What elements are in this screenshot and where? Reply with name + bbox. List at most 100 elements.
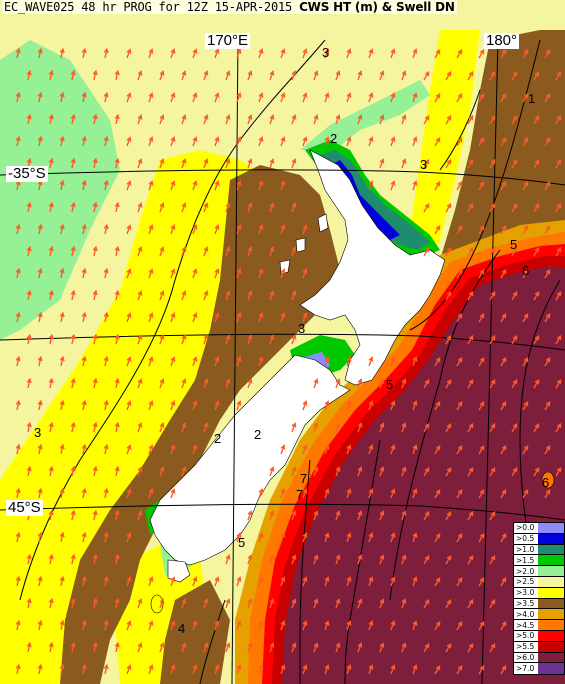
swell-arrow	[412, 401, 417, 411]
swell-arrow-head	[501, 444, 507, 451]
swell-arrow	[60, 225, 64, 235]
swell-arrow	[511, 71, 518, 81]
swell-arrow	[104, 225, 108, 235]
legend-swatch	[538, 555, 564, 566]
swell-arrow	[247, 335, 252, 345]
swell-arrow-head	[424, 202, 430, 209]
swell-arrow-head	[335, 466, 341, 472]
swell-arrow-head	[59, 575, 65, 582]
swell-arrow	[104, 577, 108, 587]
swell-arrow-head	[302, 312, 308, 318]
swell-arrow	[258, 93, 263, 103]
swell-arrow-head	[335, 70, 341, 76]
swell-arrow	[522, 181, 529, 191]
swell-arrow	[544, 313, 551, 323]
swell-arrow	[71, 247, 75, 257]
swell-arrow-head	[247, 378, 253, 384]
swell-arrow	[522, 313, 529, 323]
swell-arrow-head	[269, 554, 275, 560]
swell-arrow	[60, 577, 64, 587]
swell-arrow	[82, 181, 86, 191]
swell-arrow	[27, 555, 31, 565]
swell-arrow	[401, 379, 406, 389]
swell-arrow	[71, 379, 75, 389]
swell-arrow	[49, 71, 53, 81]
swell-arrow-head	[357, 510, 363, 516]
swell-arrow-head	[490, 158, 496, 165]
swell-arrow	[148, 269, 153, 279]
swell-arrow-head	[346, 576, 352, 582]
swell-arrow	[126, 665, 131, 675]
swell-arrow	[291, 467, 296, 477]
swell-arrow	[71, 511, 75, 521]
swell-arrow	[247, 379, 252, 389]
swell-arrow	[390, 401, 395, 411]
swell-arrow	[148, 445, 153, 455]
swell-arrow-head	[214, 400, 220, 406]
swell-arrow	[104, 93, 108, 103]
swell-arrow	[104, 489, 108, 499]
swell-arrow	[313, 379, 318, 389]
swell-arrow	[467, 115, 474, 125]
swell-arrow	[445, 643, 452, 653]
swell-arrow	[258, 533, 263, 543]
swell-arrow-head	[280, 532, 286, 538]
swell-arrow	[170, 93, 175, 103]
swell-arrow	[401, 555, 406, 565]
swell-arrow-head	[236, 312, 242, 318]
swell-arrow-head	[81, 223, 87, 230]
legend-label: >3.5	[514, 598, 538, 609]
swell-arrow	[456, 357, 463, 367]
swell-arrow-head	[103, 531, 109, 538]
swell-arrow	[148, 225, 153, 235]
swell-arrow-head	[203, 158, 209, 164]
swell-arrow-head	[291, 290, 297, 296]
swell-arrow	[500, 621, 507, 631]
swell-arrow-head	[15, 399, 21, 406]
swell-arrow-head	[170, 48, 176, 54]
swell-arrow	[335, 599, 340, 609]
swell-arrow	[126, 137, 131, 147]
swell-arrow-head	[556, 202, 562, 209]
swell-arrow-head	[214, 576, 220, 582]
swell-arrow-head	[534, 422, 540, 429]
swell-arrow	[368, 181, 373, 191]
swell-arrow-head	[457, 48, 463, 55]
swell-arrow	[313, 599, 318, 609]
swell-arrow-head	[114, 157, 120, 164]
swell-arrow	[258, 357, 263, 367]
swell-arrow-head	[390, 444, 396, 450]
swell-arrow	[357, 599, 362, 609]
legend-entry: >5.5	[514, 641, 564, 653]
swell-arrow-head	[280, 180, 286, 186]
swell-arrow	[181, 247, 186, 257]
swell-arrow-head	[346, 444, 352, 450]
swell-arrow-head	[446, 422, 452, 429]
swell-arrow	[203, 71, 208, 81]
swell-arrow	[258, 313, 263, 323]
swell-arrow	[467, 555, 474, 565]
swell-arrow	[137, 643, 142, 653]
swell-arrow	[225, 335, 230, 345]
swell-arrow	[324, 621, 329, 631]
swell-arrow-head	[148, 400, 154, 406]
swell-arrow	[445, 203, 452, 213]
swell-arrow	[335, 423, 340, 433]
swell-arrow-head	[556, 290, 562, 297]
swell-arrow	[181, 335, 186, 345]
swell-arrow-head	[523, 444, 529, 451]
swell-arrow	[269, 555, 274, 565]
swell-arrow	[38, 93, 42, 103]
swell-arrow-head	[59, 355, 65, 362]
swell-arrow	[489, 335, 496, 345]
swell-arrow	[258, 181, 263, 191]
swell-arrow-head	[435, 136, 441, 143]
swell-arrow	[478, 489, 485, 499]
swell-arrow-head	[368, 444, 374, 450]
swell-arrow-head	[48, 641, 54, 648]
swell-arrow	[181, 379, 186, 389]
swell-arrow	[203, 159, 208, 169]
legend-label: >5.0	[514, 630, 538, 641]
swell-arrow	[423, 247, 430, 257]
swell-arrow-head	[192, 312, 198, 318]
